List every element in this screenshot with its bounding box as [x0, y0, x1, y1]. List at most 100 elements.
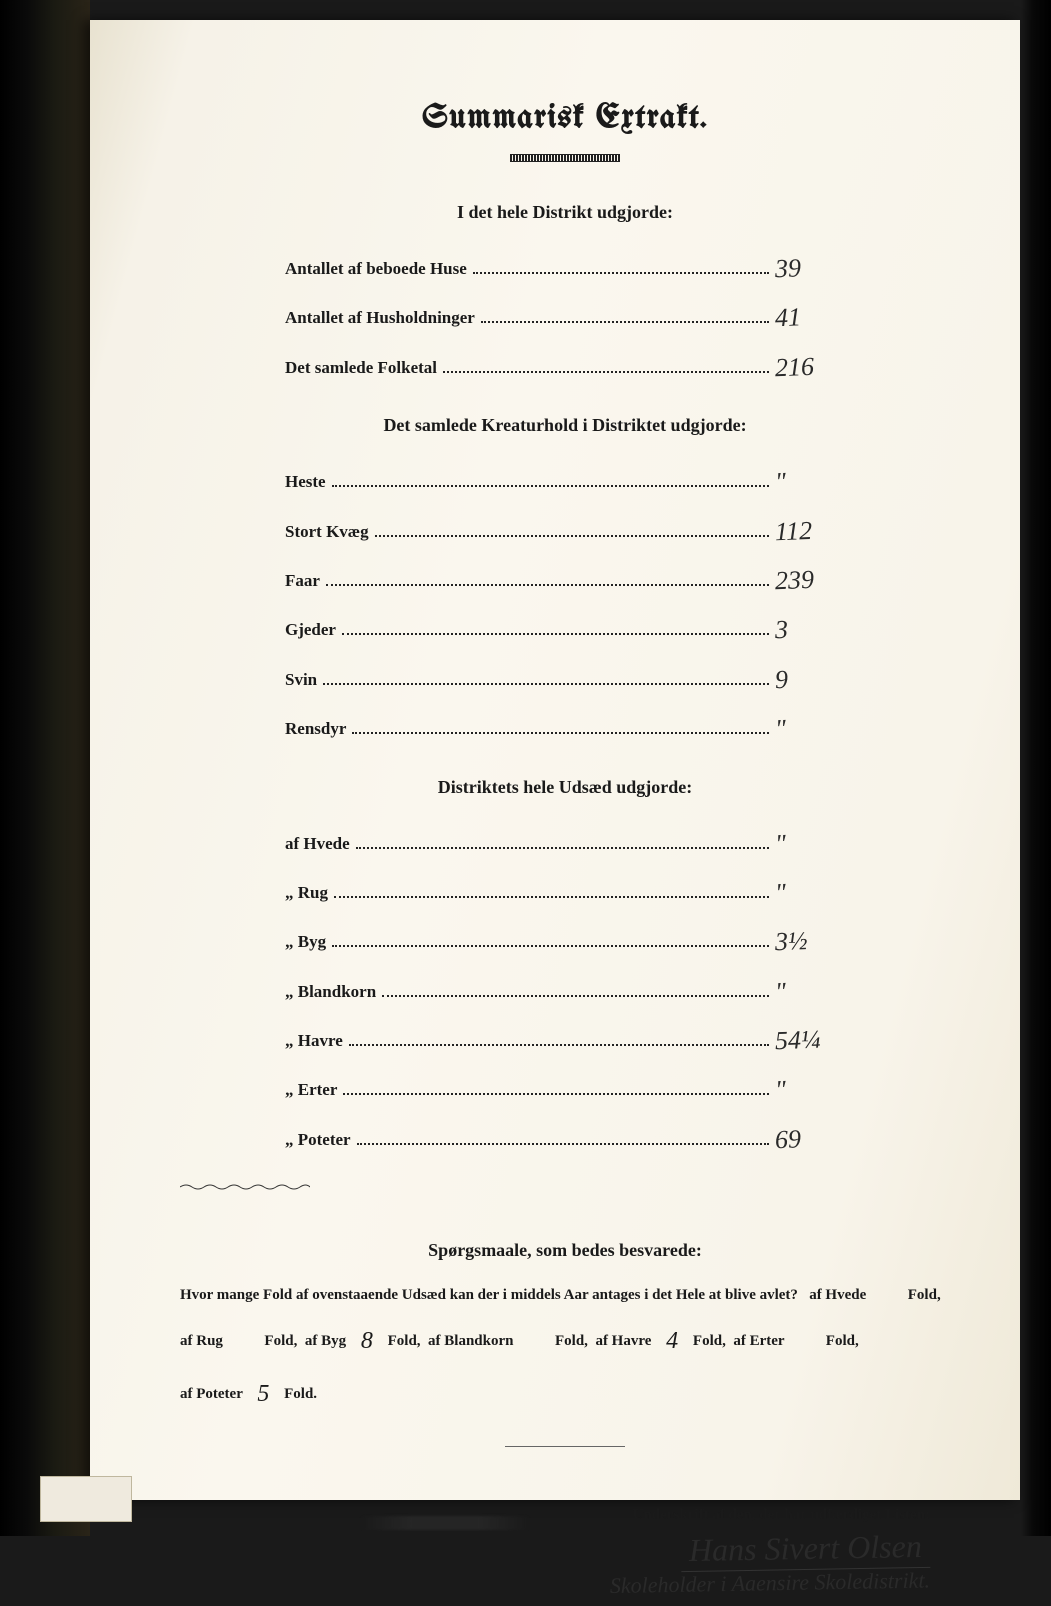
row-value: 39: [774, 242, 846, 294]
row-cattle: Stort Kvæg 112: [285, 504, 845, 553]
signature-caption: Underskrift af den, der har udfærdiget L…: [180, 1507, 930, 1524]
q-part-wheat: af Hvede: [809, 1287, 866, 1303]
section1-rows: Antallet af beboede Huse 39 Antallet af …: [285, 241, 845, 389]
row-value: ": [774, 816, 846, 868]
bottom-smudge: [360, 1516, 530, 1530]
signature-role: Skoleholder i Aaensire Skoledistrikt.: [180, 1567, 930, 1606]
row-label: Heste: [285, 466, 326, 498]
q-value-barley: 8: [350, 1315, 384, 1368]
q-part-barley: af Byg: [305, 1333, 346, 1349]
row-label: „ Poteter: [285, 1124, 351, 1156]
page-right-edge: [1021, 0, 1051, 1536]
row-value: ": [774, 1063, 846, 1115]
row-label: „ Blandkorn: [285, 976, 376, 1008]
questions-heading: Spørgsmaale, som bedes besvarede:: [180, 1240, 950, 1261]
row-value: 3: [774, 603, 846, 655]
dot-leader: [481, 321, 769, 323]
q-value-oats: 4: [655, 1315, 689, 1368]
dot-leader: [332, 945, 769, 947]
section2-rows: Heste" Stort Kvæg112 Faar239 Gjeder3 Svi…: [285, 454, 845, 750]
row-label: „ Erter: [285, 1074, 337, 1106]
row-population: Det samlede Folketal 216: [285, 340, 845, 389]
dot-leader: [334, 896, 769, 898]
q-unit: Fold,: [826, 1333, 859, 1349]
row-peas: „ Erter": [285, 1062, 845, 1111]
row-barley: „ Byg3½: [285, 914, 845, 963]
row-sheep: Faar239: [285, 553, 845, 602]
book-spine: [0, 0, 90, 1536]
row-value: ": [774, 964, 846, 1016]
q-unit: Fold,: [388, 1333, 421, 1349]
row-horses: Heste": [285, 454, 845, 503]
row-value: 112: [774, 504, 846, 556]
dot-leader: [323, 683, 769, 685]
row-pigs: Svin9: [285, 652, 845, 701]
row-value: 216: [774, 341, 846, 393]
row-label: Svin: [285, 664, 317, 696]
questions-intro: Hvor mange Fold af ovenstaaende Udsæd ka…: [180, 1287, 798, 1303]
dot-leader: [332, 485, 769, 487]
q-part-peas: af Erter: [733, 1333, 784, 1349]
row-reindeer: Rensdyr": [285, 701, 845, 750]
bottom-tab: [40, 1476, 132, 1522]
q-part-potatoes: af Poteter: [180, 1386, 243, 1402]
q-unit: Fold,: [555, 1333, 588, 1349]
row-label: „ Byg: [285, 926, 326, 958]
row-label: af Hvede: [285, 828, 350, 860]
q-value-potatoes: 5: [246, 1368, 280, 1421]
row-value: 69: [774, 1113, 846, 1165]
document-page: Summarisk Extrakt. I det hele Distrikt u…: [90, 20, 1020, 1500]
row-label: „ Havre: [285, 1025, 343, 1057]
row-value: ": [774, 455, 846, 507]
row-label: Rensdyr: [285, 713, 346, 745]
wavy-rule: [180, 1183, 310, 1191]
dot-leader: [356, 847, 769, 849]
q-unit: Fold.: [284, 1386, 317, 1402]
row-houses: Antallet af beboede Huse 39: [285, 241, 845, 290]
dot-leader: [357, 1143, 769, 1145]
q-unit: Fold,: [264, 1333, 297, 1349]
dot-leader: [443, 371, 769, 373]
q-part-mixedgrain: af Blandkorn: [428, 1333, 513, 1349]
row-label: Antallet af Husholdninger: [285, 302, 475, 334]
q-part-rye: af Rug: [180, 1333, 223, 1349]
row-potatoes: „ Poteter69: [285, 1112, 845, 1161]
dot-leader: [342, 633, 769, 635]
row-label: Antallet af beboede Huse: [285, 253, 467, 285]
dot-leader: [382, 995, 769, 997]
row-label: Faar: [285, 565, 320, 597]
row-value: 54¼: [774, 1014, 846, 1066]
section3-rows: af Hvede" „ Rug" „ Byg3½ „ Blandkorn" „ …: [285, 816, 845, 1162]
row-value: 239: [774, 554, 846, 606]
page-title: Summarisk Extrakt.: [180, 100, 950, 136]
row-value: ": [774, 702, 846, 754]
row-wheat: af Hvede ": [285, 816, 845, 865]
dot-leader: [352, 732, 769, 734]
signature-block: Underskrift af den, der har udfærdiget L…: [180, 1507, 950, 1600]
section2-heading: Det samlede Kreaturhold i Distriktet udg…: [180, 415, 950, 436]
row-value: 3½: [774, 915, 846, 967]
section1-heading: I det hele Distrikt udgjorde:: [180, 202, 950, 223]
row-label: Gjeder: [285, 614, 336, 646]
thin-rule: [505, 1446, 625, 1447]
row-label: Det samlede Folketal: [285, 352, 437, 384]
row-mixedgrain: „ Blandkorn ": [285, 964, 845, 1013]
q-part-oats: af Havre: [595, 1333, 651, 1349]
row-value: ": [774, 866, 846, 918]
row-goats: Gjeder3: [285, 602, 845, 651]
row-value: 9: [774, 653, 846, 705]
q-unit: Fold,: [908, 1287, 941, 1303]
row-rye: „ Rug": [285, 865, 845, 914]
row-value: 41: [774, 291, 846, 343]
q-unit: Fold,: [693, 1333, 726, 1349]
dot-leader: [349, 1044, 769, 1046]
row-oats: „ Havre54¼: [285, 1013, 845, 1062]
row-label: „ Rug: [285, 877, 328, 909]
row-label: Stort Kvæg: [285, 516, 369, 548]
dot-leader: [473, 272, 769, 274]
row-households: Antallet af Husholdninger 41: [285, 290, 845, 339]
dot-leader: [375, 535, 769, 537]
dot-leader: [343, 1093, 769, 1095]
signature-name: Hans Sivert Olsen: [681, 1528, 931, 1572]
dot-leader: [326, 584, 769, 586]
